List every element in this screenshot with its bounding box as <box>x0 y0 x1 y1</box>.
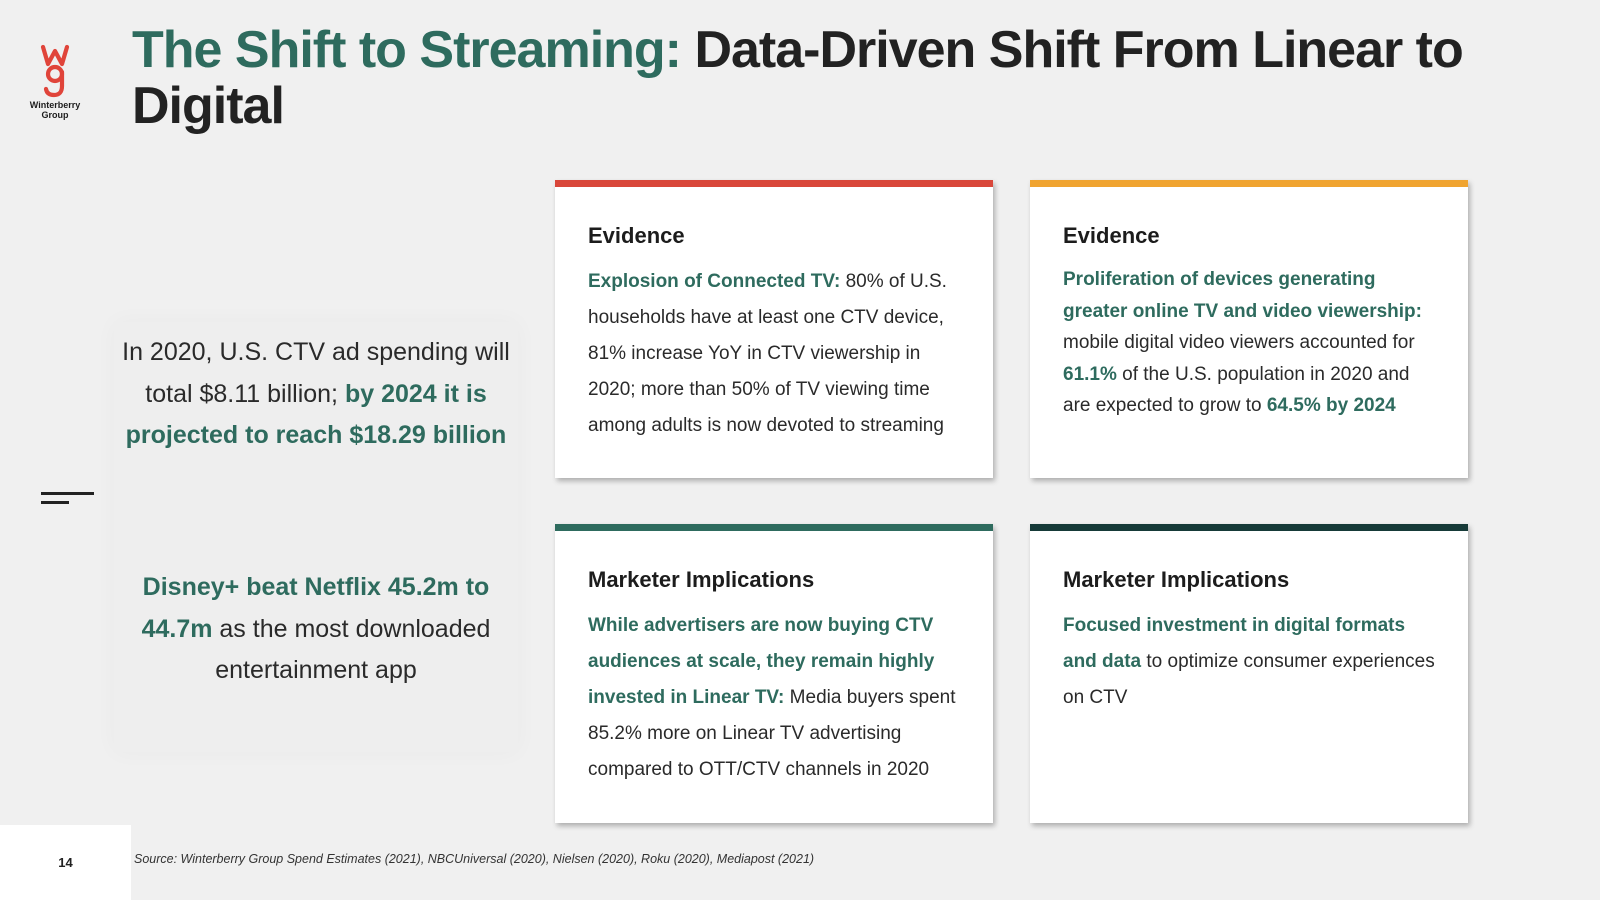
deco-line-short <box>41 501 69 504</box>
title-accent: The Shift to Streaming: <box>132 21 682 79</box>
card-text: to optimize consumer experiences on CTV <box>1063 651 1435 708</box>
logo: Winterberry Group <box>24 44 86 120</box>
evidence-card-ctv: Evidence Explosion of Connected TV: 80% … <box>555 180 993 478</box>
card-accent-bar <box>1030 180 1468 187</box>
card-accent-bar <box>1030 524 1468 531</box>
card-accent-bar <box>555 524 993 531</box>
card-body: Focused investment in digital formats an… <box>1063 608 1442 716</box>
title-rest: Data-Driven Shift From Linear to Digital <box>132 21 1464 135</box>
logo-text-line2: Group <box>41 110 69 120</box>
card-highlight-pct-2024: 64.5% by 2024 <box>1266 395 1396 416</box>
card-text-a: mobile digital video viewers accounted f… <box>1063 332 1415 353</box>
card-highlight: While advertisers are now buying CTV aud… <box>588 615 935 708</box>
ctv-spend-stat: In 2020, U.S. CTV ad spending will total… <box>114 332 518 457</box>
card-highlight: Focused investment in digital formats an… <box>1063 615 1406 672</box>
card-heading: Evidence <box>1063 223 1160 248</box>
left-stats-panel: In 2020, U.S. CTV ad spending will total… <box>114 322 518 752</box>
ctv-spend-plain: In 2020, U.S. CTV ad spending will total… <box>122 338 510 408</box>
card-text: Media buyers spent 85.2% more on Linear … <box>588 687 956 780</box>
card-body: While advertisers are now buying CTV aud… <box>588 608 967 788</box>
card-heading: Evidence <box>588 223 685 248</box>
card-highlight: Explosion of Connected TV: <box>588 271 841 292</box>
page-title: The Shift to Streaming: Data-Driven Shif… <box>132 22 1552 134</box>
evidence-card-devices: Evidence Proliferation of devices genera… <box>1030 180 1468 478</box>
ctv-spend-highlight: by 2024 it is projected to reach $18.29 … <box>125 379 507 450</box>
implications-card-digital: Marketer Implications Focused investment… <box>1030 524 1468 823</box>
wg-logo-icon <box>40 44 70 98</box>
logo-text-line1: Winterberry <box>29 100 81 110</box>
card-heading: Marketer Implications <box>588 567 815 592</box>
card-body: Proliferation of devices generating grea… <box>1063 264 1442 422</box>
disney-highlight: Disney+ beat Netflix 45.2m to 44.7m <box>141 573 490 643</box>
card-heading: Marketer Implications <box>1063 567 1290 592</box>
source-citation: Source: Winterberry Group Spend Estimate… <box>134 852 815 866</box>
card-highlight: Proliferation of devices generating grea… <box>1063 269 1422 322</box>
implications-card-linear: Marketer Implications While advertisers … <box>555 524 993 823</box>
card-body: Explosion of Connected TV: 80% of U.S. h… <box>588 264 967 444</box>
decorative-lines <box>41 492 94 504</box>
card-text: 80% of U.S. households have at least one… <box>588 271 947 436</box>
card-text-c: of the U.S. population in 2020 and are e… <box>1063 363 1410 417</box>
card-highlight-pct-2020: 61.1% <box>1063 363 1117 385</box>
card-accent-bar <box>555 180 993 187</box>
deco-line-long <box>41 492 94 495</box>
disney-plain: as the most downloaded entertainment app <box>215 614 491 685</box>
disney-stat: Disney+ beat Netflix 45.2m to 44.7m as t… <box>114 567 518 692</box>
page-number: 14 <box>0 825 131 900</box>
